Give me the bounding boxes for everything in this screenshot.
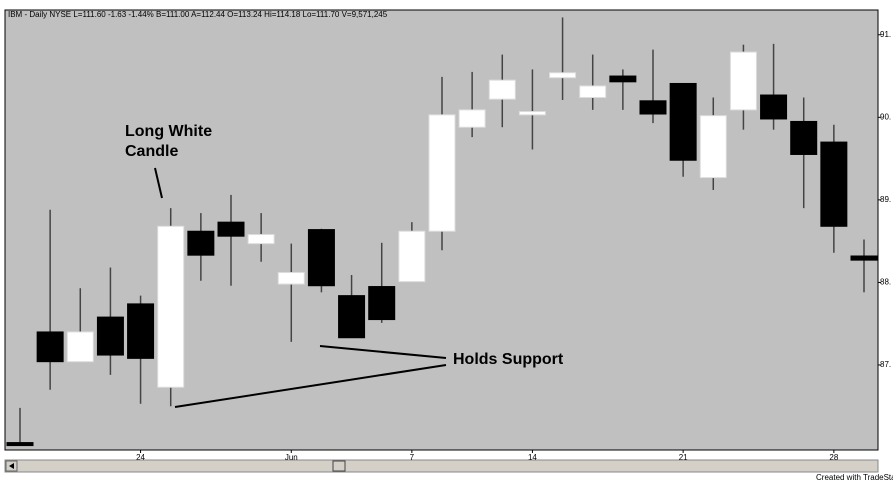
candle-body bbox=[368, 286, 396, 321]
candle-body bbox=[699, 115, 727, 179]
candle-body bbox=[549, 72, 577, 79]
candle-body bbox=[127, 303, 155, 359]
annotation-line bbox=[319, 345, 447, 359]
candle-body bbox=[217, 221, 245, 237]
candle-body bbox=[609, 75, 637, 83]
candle-body bbox=[579, 85, 607, 99]
arrow-icon bbox=[9, 463, 14, 469]
candle-body bbox=[428, 114, 456, 232]
candle-body bbox=[398, 230, 426, 283]
candle-body bbox=[850, 255, 878, 261]
annotation: Holds Support bbox=[453, 351, 564, 368]
candle-body bbox=[157, 225, 185, 388]
candle-body bbox=[790, 120, 818, 155]
header-info: IBM - Daily NYSE L=111.60 -1.63 -1.44% B… bbox=[8, 10, 388, 19]
candle-body bbox=[458, 109, 486, 128]
candle-body bbox=[66, 331, 94, 363]
candle-body bbox=[760, 94, 788, 120]
y-tick-label: 91. bbox=[880, 30, 891, 39]
y-tick-label: 90. bbox=[880, 112, 891, 121]
candle-body bbox=[247, 234, 275, 245]
x-tick-label: 21 bbox=[679, 453, 688, 462]
y-tick-label: 89. bbox=[880, 195, 891, 204]
annotation: Candle bbox=[125, 143, 178, 160]
x-tick-label: 7 bbox=[410, 453, 415, 462]
y-tick-label: 87. bbox=[880, 360, 891, 369]
candle-body bbox=[36, 331, 64, 363]
annotation-line bbox=[154, 167, 163, 199]
candle-body bbox=[96, 316, 124, 356]
x-tick-label: 14 bbox=[528, 453, 537, 462]
candle-body bbox=[488, 79, 516, 100]
scroll-thumb[interactable] bbox=[332, 460, 346, 472]
x-tick-label: Jun bbox=[285, 453, 298, 462]
x-tick-label: 28 bbox=[829, 453, 838, 462]
scrollbar[interactable] bbox=[4, 459, 879, 473]
annotation-line bbox=[174, 364, 447, 408]
candle-body bbox=[729, 51, 757, 111]
annotation: Long White bbox=[125, 123, 212, 140]
candle-body bbox=[307, 229, 335, 287]
footer: Created with TradeStati bbox=[816, 473, 893, 482]
candle-body bbox=[6, 442, 34, 447]
candle-body bbox=[639, 100, 667, 115]
y-tick-label: 88. bbox=[880, 278, 891, 287]
candle-body bbox=[277, 272, 305, 285]
candle-body bbox=[669, 82, 697, 161]
candle-body bbox=[338, 295, 366, 339]
candle-body bbox=[820, 141, 848, 227]
candle-body bbox=[518, 111, 546, 116]
candle-body bbox=[187, 230, 215, 256]
x-tick-label: 24 bbox=[136, 453, 145, 462]
